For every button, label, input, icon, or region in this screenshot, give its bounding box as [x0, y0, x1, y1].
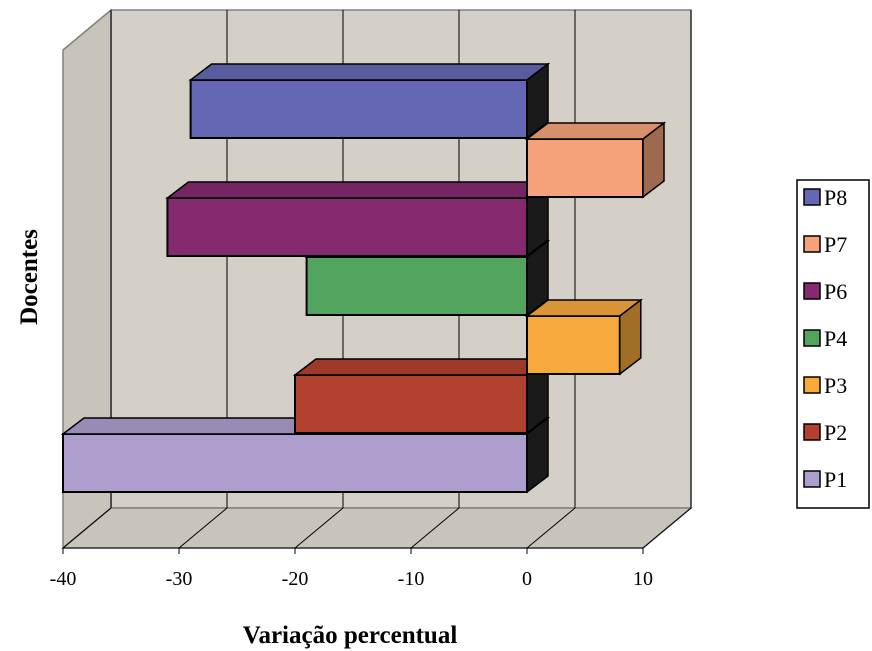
- bar-front: [305, 256, 528, 316]
- bar-P6: [165, 180, 551, 258]
- legend-item: P8: [803, 185, 847, 210]
- x-axis-title: Variação percentual: [243, 622, 458, 649]
- x-tick-label: -10: [398, 568, 425, 590]
- legend-swatch: [803, 470, 821, 488]
- bar-P2: [292, 357, 551, 435]
- legend-swatch: [803, 423, 821, 441]
- legend-label: P2: [824, 420, 847, 445]
- bar-side: [619, 298, 642, 376]
- bar-top: [165, 181, 551, 199]
- legend-swatch: [803, 376, 821, 394]
- bar-front: [166, 197, 528, 257]
- floor-gridline: [294, 507, 344, 549]
- bar-side: [642, 121, 665, 199]
- bar-front: [294, 374, 528, 434]
- legend-label: P1: [824, 467, 847, 492]
- legend-item: P3: [803, 373, 847, 398]
- bar-side: [526, 62, 549, 140]
- bar-top: [188, 63, 551, 81]
- floor-gridline: [410, 507, 460, 549]
- bar-front: [526, 315, 621, 375]
- floor-gridline: [62, 507, 112, 549]
- legend-label: P4: [824, 326, 847, 351]
- floor-gridline: [178, 507, 228, 549]
- legend-item: P4: [803, 326, 847, 351]
- bar-front: [62, 433, 528, 493]
- legend-swatch: [803, 282, 821, 300]
- legend-label: P6: [824, 279, 847, 304]
- x-tick-label: -40: [50, 568, 77, 590]
- legend-item: P6: [803, 279, 847, 304]
- bar-P8: [188, 62, 551, 140]
- legend-item: P7: [803, 232, 847, 257]
- floor-gridline: [642, 507, 692, 549]
- legend-label: P7: [824, 232, 847, 257]
- legend-swatch: [803, 188, 821, 206]
- x-tick-label: -30: [166, 568, 193, 590]
- bar-front: [526, 138, 644, 198]
- bar-side: [526, 416, 549, 494]
- bar-top: [292, 358, 551, 376]
- legend-item: P1: [803, 467, 847, 492]
- legend: P8 P7 P6 P4 P3 P2 P1: [796, 179, 870, 509]
- bar-P3: [524, 298, 644, 376]
- x-axis-ticks: -40 -30 -20 -10 0 10: [50, 547, 653, 590]
- bar-side: [526, 239, 549, 317]
- legend-swatch: [803, 329, 821, 347]
- y-axis-title: Docentes: [16, 229, 43, 325]
- floor: [60, 507, 694, 549]
- x-tick-label: -20: [282, 568, 309, 590]
- legend-item: P2: [803, 420, 847, 445]
- x-tick-label: 0: [522, 568, 532, 590]
- legend-label: P3: [824, 373, 847, 398]
- bar-P7: [524, 121, 667, 199]
- bar-front: [189, 79, 528, 139]
- x-tick-label: 10: [633, 568, 653, 590]
- bar-top: [524, 122, 667, 140]
- legend-label: P8: [824, 185, 847, 210]
- bars: [60, 62, 667, 494]
- floor-gridline: [526, 507, 576, 549]
- legend-swatch: [803, 235, 821, 253]
